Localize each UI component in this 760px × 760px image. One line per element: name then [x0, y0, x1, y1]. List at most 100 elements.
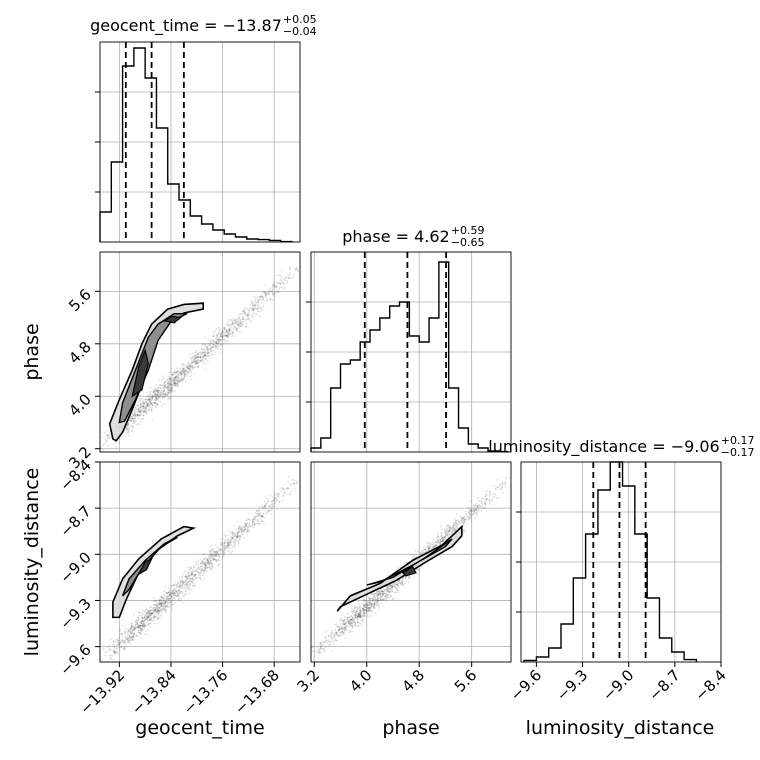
- scatter-point: [268, 290, 271, 292]
- scatter-point: [152, 610, 155, 612]
- scatter-point: [332, 640, 335, 643]
- scatter-point: [428, 547, 431, 550]
- scatter-point: [258, 513, 261, 516]
- scatter-point: [159, 600, 162, 603]
- scatter-point: [366, 610, 369, 613]
- scatter-point: [140, 621, 142, 624]
- scatter-point: [177, 373, 180, 376]
- scatter-point: [391, 586, 394, 588]
- scatter-point: [212, 330, 214, 333]
- scatter-point: [130, 420, 133, 422]
- scatter-point: [292, 273, 295, 276]
- scatter-point: [140, 633, 143, 635]
- scatter-point: [128, 628, 131, 631]
- scatter-point: [151, 395, 154, 398]
- scatter-point: [164, 608, 167, 610]
- scatter-point: [244, 522, 247, 525]
- scatter-point: [146, 402, 149, 405]
- scatter-point: [330, 636, 333, 639]
- scatter-point: [368, 607, 371, 609]
- scatter-point: [336, 631, 339, 633]
- scatter-point: [153, 395, 156, 398]
- scatter-point: [464, 520, 467, 523]
- scatter-point: [204, 561, 207, 564]
- scatter-point: [459, 515, 462, 518]
- scatter-point: [267, 510, 270, 513]
- scatter-point: [344, 624, 347, 627]
- scatter-point: [167, 396, 170, 399]
- scatter-point: [353, 605, 356, 608]
- scatter-point: [123, 639, 126, 642]
- scatter-point: [145, 611, 148, 614]
- scatter-point: [447, 530, 450, 533]
- scatter-point: [463, 530, 466, 533]
- scatter-point: [117, 643, 120, 646]
- scatter-point: [323, 647, 326, 650]
- scatter-point: [441, 538, 444, 541]
- scatter-point: [218, 328, 221, 331]
- scatter-point: [204, 563, 206, 566]
- scatter-point: [192, 352, 194, 354]
- scatter-point: [444, 531, 447, 534]
- scatter-point: [128, 636, 131, 639]
- scatter-point: [271, 499, 274, 502]
- scatter-point: [290, 482, 293, 485]
- scatter-point: [250, 301, 253, 304]
- scatter-point: [144, 610, 147, 613]
- scatter-point: [153, 402, 156, 404]
- scatter-point: [164, 601, 167, 604]
- scatter-point: [144, 608, 147, 611]
- scatter-point: [209, 549, 212, 552]
- scatter-point: [215, 345, 218, 348]
- scatter-point: [180, 597, 183, 600]
- scatter-point: [112, 643, 114, 646]
- scatter-point: [494, 488, 497, 491]
- scatter-point: [180, 379, 183, 381]
- scatter-point: [223, 552, 225, 554]
- scatter-point: [413, 554, 416, 557]
- scatter-point: [194, 360, 197, 363]
- scatter-point: [184, 590, 187, 593]
- scatter-point: [370, 603, 373, 606]
- scatter-point: [162, 607, 164, 610]
- scatter-point: [159, 394, 162, 397]
- scatter-point: [189, 363, 192, 366]
- scatter-point: [472, 513, 474, 516]
- scatter-point: [186, 582, 189, 585]
- scatter-point: [388, 588, 391, 591]
- scatter-point: [154, 609, 157, 612]
- scatter-point: [484, 500, 487, 502]
- scatter-point: [148, 400, 151, 403]
- scatter-point: [372, 598, 375, 601]
- scatter-point: [254, 511, 257, 514]
- scatter-point: [385, 599, 388, 602]
- scatter-point: [223, 334, 226, 337]
- scatter-point: [207, 561, 210, 564]
- scatter-point: [102, 449, 105, 452]
- scatter-point: [364, 599, 366, 601]
- scatter-point: [212, 340, 215, 342]
- scatter-point: [296, 269, 299, 272]
- scatter-point: [139, 627, 142, 630]
- scatter-point: [194, 585, 197, 588]
- scatter-point: [313, 650, 316, 653]
- scatter-point: [220, 334, 223, 337]
- scatter-point: [136, 414, 139, 417]
- scatter-point: [148, 399, 151, 402]
- scatter-point: [120, 646, 123, 648]
- scatter-point: [193, 575, 196, 578]
- scatter-point: [244, 310, 247, 313]
- scatter-point: [491, 498, 494, 501]
- scatter-point: [164, 605, 167, 608]
- scatter-point: [246, 529, 249, 532]
- scatter-point: [350, 618, 353, 621]
- scatter-point: [194, 574, 197, 576]
- scatter-point: [256, 515, 259, 518]
- scatter-point: [160, 605, 163, 608]
- scatter-point: [199, 570, 202, 573]
- scatter-point: [243, 525, 246, 527]
- scatter-point: [202, 351, 205, 354]
- scatter-point: [219, 343, 222, 346]
- scatter-point: [230, 538, 232, 541]
- scatter-point: [170, 592, 173, 594]
